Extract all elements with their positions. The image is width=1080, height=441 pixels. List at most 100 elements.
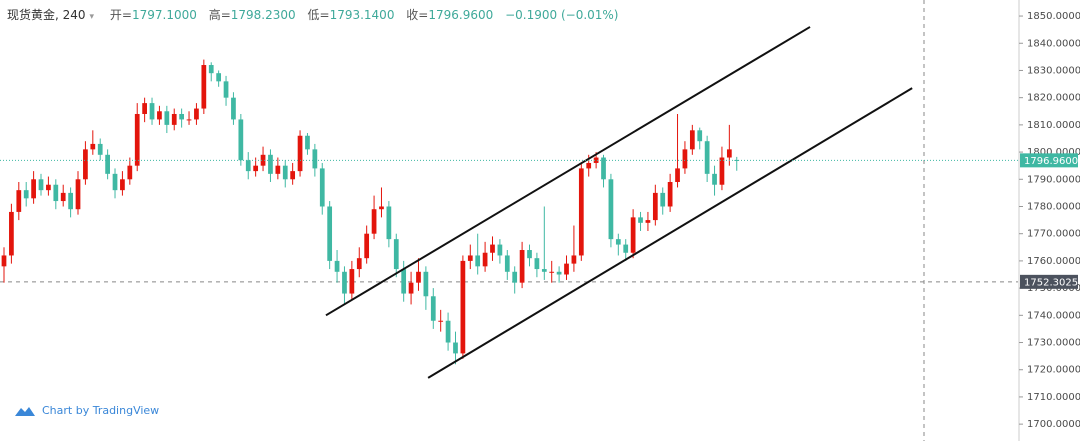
candle-body (623, 244, 629, 253)
candle-body (83, 149, 88, 180)
candle-body (504, 255, 510, 272)
candle-body (60, 192, 66, 202)
y-tick-label: 1790.0000 (1027, 174, 1080, 185)
candle-body (497, 244, 503, 256)
candle-body (16, 190, 22, 212)
candle-body (482, 252, 488, 267)
candle-body (593, 157, 599, 163)
close-value: 1796.9600 (428, 8, 494, 22)
candle-body (179, 113, 185, 120)
candle-body (445, 320, 451, 343)
candle-body (578, 168, 584, 256)
candle-body (416, 271, 421, 283)
candle-body (475, 255, 481, 267)
y-tick-label: 1810.0000 (1027, 120, 1080, 131)
candle-body (586, 162, 592, 169)
candle-body (371, 209, 377, 234)
candle-body (68, 192, 73, 210)
candle-body (682, 149, 688, 169)
open-label: 开= (109, 8, 132, 22)
candle-body (719, 157, 725, 185)
candle-body (652, 192, 658, 221)
candle-body (689, 130, 695, 150)
high-label: 高= (208, 8, 231, 22)
candle-body (630, 217, 636, 253)
candle-body (223, 81, 229, 98)
candle-body (319, 168, 325, 207)
candle-body (453, 342, 458, 354)
candle-body (408, 282, 414, 294)
candle-body (342, 271, 347, 294)
candle-body (364, 233, 370, 259)
candle-body (275, 165, 281, 174)
candle-body (208, 65, 214, 74)
high-value: 1798.2300 (230, 8, 296, 22)
candle-body (1, 255, 7, 267)
symbol[interactable]: 现货黄金, 240 (7, 8, 86, 22)
candle-body (90, 143, 96, 150)
candle-body (556, 271, 562, 275)
candle-body (660, 192, 666, 207)
candle-body (549, 271, 555, 273)
y-tick-label: 1710.0000 (1027, 392, 1080, 403)
candle-body (667, 182, 673, 207)
crosshair-price-label: 1752.3025 (1024, 277, 1078, 288)
y-tick-label: 1800.0000 (1027, 147, 1080, 158)
change: −0.1900 (−0.01%) (505, 8, 619, 22)
candle-body (238, 119, 244, 161)
candle-body (164, 111, 170, 125)
candle-body (697, 130, 703, 142)
candle-body (23, 190, 29, 199)
candle-body (305, 135, 310, 150)
candle-body (97, 143, 103, 155)
candle-body (201, 65, 207, 109)
y-tick-label: 1780.0000 (1027, 201, 1080, 212)
candle-body (645, 220, 651, 223)
y-tick-label: 1840.0000 (1027, 38, 1080, 49)
candle-body (53, 184, 59, 202)
candle-body (519, 250, 525, 283)
candle-body (186, 119, 192, 121)
y-tick-label: 1730.0000 (1027, 338, 1080, 349)
candle-body (105, 154, 110, 174)
low-label: 低= (307, 8, 330, 22)
last-price-label: 1796.9600 (1024, 156, 1078, 167)
candle-body (534, 258, 540, 270)
y-tick-label: 1700.0000 (1027, 419, 1080, 430)
candle-body (430, 296, 436, 321)
candle-body (268, 154, 273, 174)
candle-body (157, 111, 162, 120)
y-tick-label: 1830.0000 (1027, 65, 1080, 76)
watermark[interactable]: Chart by TradingView (14, 404, 159, 418)
open-value: 1797.1000 (131, 8, 197, 22)
candle-body (312, 149, 318, 169)
last-price-box (1020, 153, 1078, 168)
trendline (325, 26, 811, 317)
candle-body (379, 206, 384, 210)
candle-body (38, 179, 44, 191)
candle-body (356, 258, 362, 270)
candle-body (216, 73, 222, 82)
candle-body (615, 239, 621, 245)
y-tick-label: 1760.0000 (1027, 256, 1080, 267)
candle-body (297, 135, 303, 172)
y-tick-label: 1820.0000 (1027, 93, 1080, 104)
close-label: 收= (406, 8, 429, 22)
logo (15, 407, 35, 416)
candle-body (460, 260, 466, 354)
candle-body (171, 113, 177, 125)
candle-body (142, 103, 147, 114)
candle-body (712, 173, 717, 185)
candle-body (541, 269, 547, 272)
candle-body (290, 171, 296, 180)
candle-body (571, 255, 577, 264)
candle-body (601, 157, 606, 180)
candle-body (245, 160, 251, 172)
candle-body (149, 103, 155, 120)
candle-body (231, 97, 236, 120)
candle-body (194, 108, 199, 120)
y-tick-label: 1740.0000 (1027, 310, 1080, 321)
low-value: 1793.1400 (329, 8, 395, 22)
